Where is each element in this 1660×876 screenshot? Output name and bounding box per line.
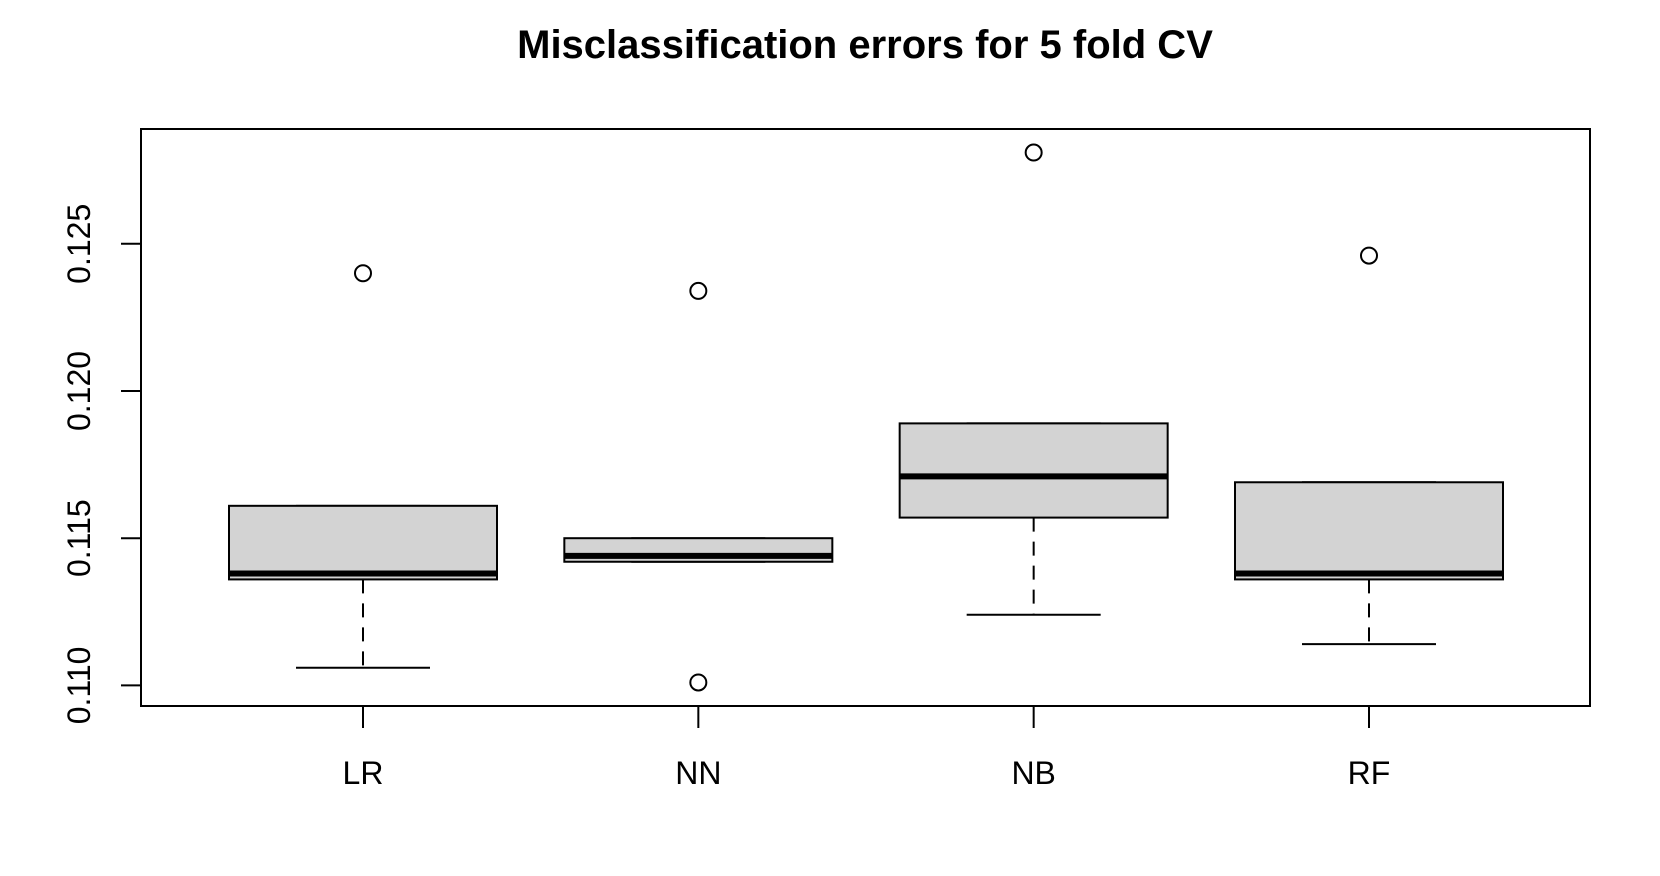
chart-title: Misclassification errors for 5 fold CV bbox=[517, 23, 1213, 67]
y-tick-label: 0.115 bbox=[61, 499, 97, 577]
x-tick-label: NN bbox=[675, 755, 721, 791]
box-group-nn bbox=[563, 281, 834, 692]
outlier-point bbox=[1360, 246, 1378, 265]
y-axis: 0.110 0.115 0.120 0.125 bbox=[61, 204, 142, 725]
box-group-nb bbox=[898, 143, 1169, 616]
outlier-point bbox=[1024, 143, 1043, 162]
outlier-point bbox=[689, 673, 708, 692]
x-tick-label: LR bbox=[343, 755, 384, 791]
box-group-lr bbox=[228, 264, 498, 669]
box bbox=[898, 422, 1169, 519]
outlier-point bbox=[689, 281, 708, 300]
boxes bbox=[228, 143, 1504, 692]
x-tick-label: RF bbox=[1348, 755, 1391, 791]
outlier-point bbox=[354, 264, 372, 283]
x-tick-label: NB bbox=[1011, 755, 1055, 791]
box-group-rf bbox=[1234, 246, 1504, 646]
y-tick-label: 0.125 bbox=[61, 204, 97, 284]
y-tick-label: 0.110 bbox=[61, 647, 97, 725]
x-axis: LR NN NB RF bbox=[343, 706, 1391, 791]
box bbox=[1234, 481, 1504, 581]
box bbox=[228, 504, 498, 581]
y-tick-label: 0.120 bbox=[61, 351, 97, 431]
